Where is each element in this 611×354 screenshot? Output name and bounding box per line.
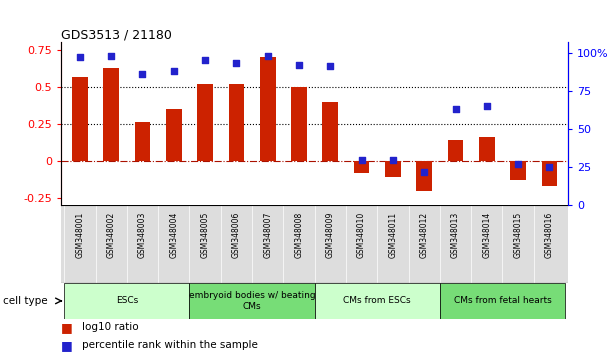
Bar (103, 68, 119, 161)
Text: cell type: cell type (3, 296, 48, 306)
Text: GSM348002: GSM348002 (107, 212, 115, 258)
Point (75, 55, 85, 60)
Text: CMs from ESCs: CMs from ESCs (343, 296, 411, 306)
Point (169, 68, 178, 74)
Bar (72, 76, 88, 161)
Text: embryoid bodies w/ beating
CMs: embryoid bodies w/ beating CMs (189, 291, 315, 310)
Bar (229, 84, 244, 161)
Bar (385, 161, 401, 177)
Text: ■: ■ (61, 321, 73, 334)
Point (326, 64, 335, 69)
Point (451, 106, 461, 112)
Bar (541, 161, 557, 186)
Bar (166, 109, 181, 161)
Bar (315, 283, 440, 319)
Point (482, 103, 492, 109)
Bar (134, 122, 150, 161)
Point (357, 157, 367, 162)
Text: GSM348003: GSM348003 (138, 212, 147, 258)
Point (544, 164, 554, 170)
Point (513, 161, 523, 167)
Point (106, 53, 116, 58)
Point (232, 61, 241, 66)
Text: GSM348014: GSM348014 (482, 212, 491, 258)
Text: ESCs: ESCs (115, 296, 138, 306)
Text: GSM348013: GSM348013 (451, 212, 460, 258)
Text: GSM348009: GSM348009 (326, 212, 335, 258)
Bar (189, 283, 315, 319)
Point (294, 62, 304, 68)
Text: GSM348012: GSM348012 (420, 212, 429, 258)
Text: GSM348004: GSM348004 (169, 212, 178, 258)
Bar (479, 137, 495, 161)
Text: GSM348007: GSM348007 (263, 212, 273, 258)
Bar (260, 57, 276, 161)
Point (137, 71, 147, 77)
Point (388, 157, 398, 162)
Text: log10 ratio: log10 ratio (82, 322, 139, 332)
Bar (417, 161, 432, 190)
Text: GSM348010: GSM348010 (357, 212, 366, 258)
Text: GDS3513 / 21180: GDS3513 / 21180 (61, 28, 172, 41)
Point (263, 53, 273, 58)
Text: CMs from fetal hearts: CMs from fetal hearts (453, 296, 551, 306)
Text: GSM348005: GSM348005 (200, 212, 210, 258)
Text: GSM348016: GSM348016 (545, 212, 554, 258)
Text: GSM348008: GSM348008 (295, 212, 304, 258)
Bar (291, 87, 307, 161)
Point (200, 57, 210, 63)
Text: GSM348011: GSM348011 (389, 212, 397, 258)
Text: GSM348015: GSM348015 (514, 212, 522, 258)
Bar (354, 161, 370, 173)
Bar (64, 283, 189, 319)
Bar (323, 102, 338, 161)
Point (419, 169, 429, 175)
Bar (197, 84, 213, 161)
Bar (510, 161, 526, 180)
Text: percentile rank within the sample: percentile rank within the sample (82, 340, 258, 350)
Bar (440, 283, 565, 319)
Text: GSM348006: GSM348006 (232, 212, 241, 258)
Text: ■: ■ (61, 339, 73, 352)
Text: GSM348001: GSM348001 (75, 212, 84, 258)
Bar (448, 140, 463, 161)
